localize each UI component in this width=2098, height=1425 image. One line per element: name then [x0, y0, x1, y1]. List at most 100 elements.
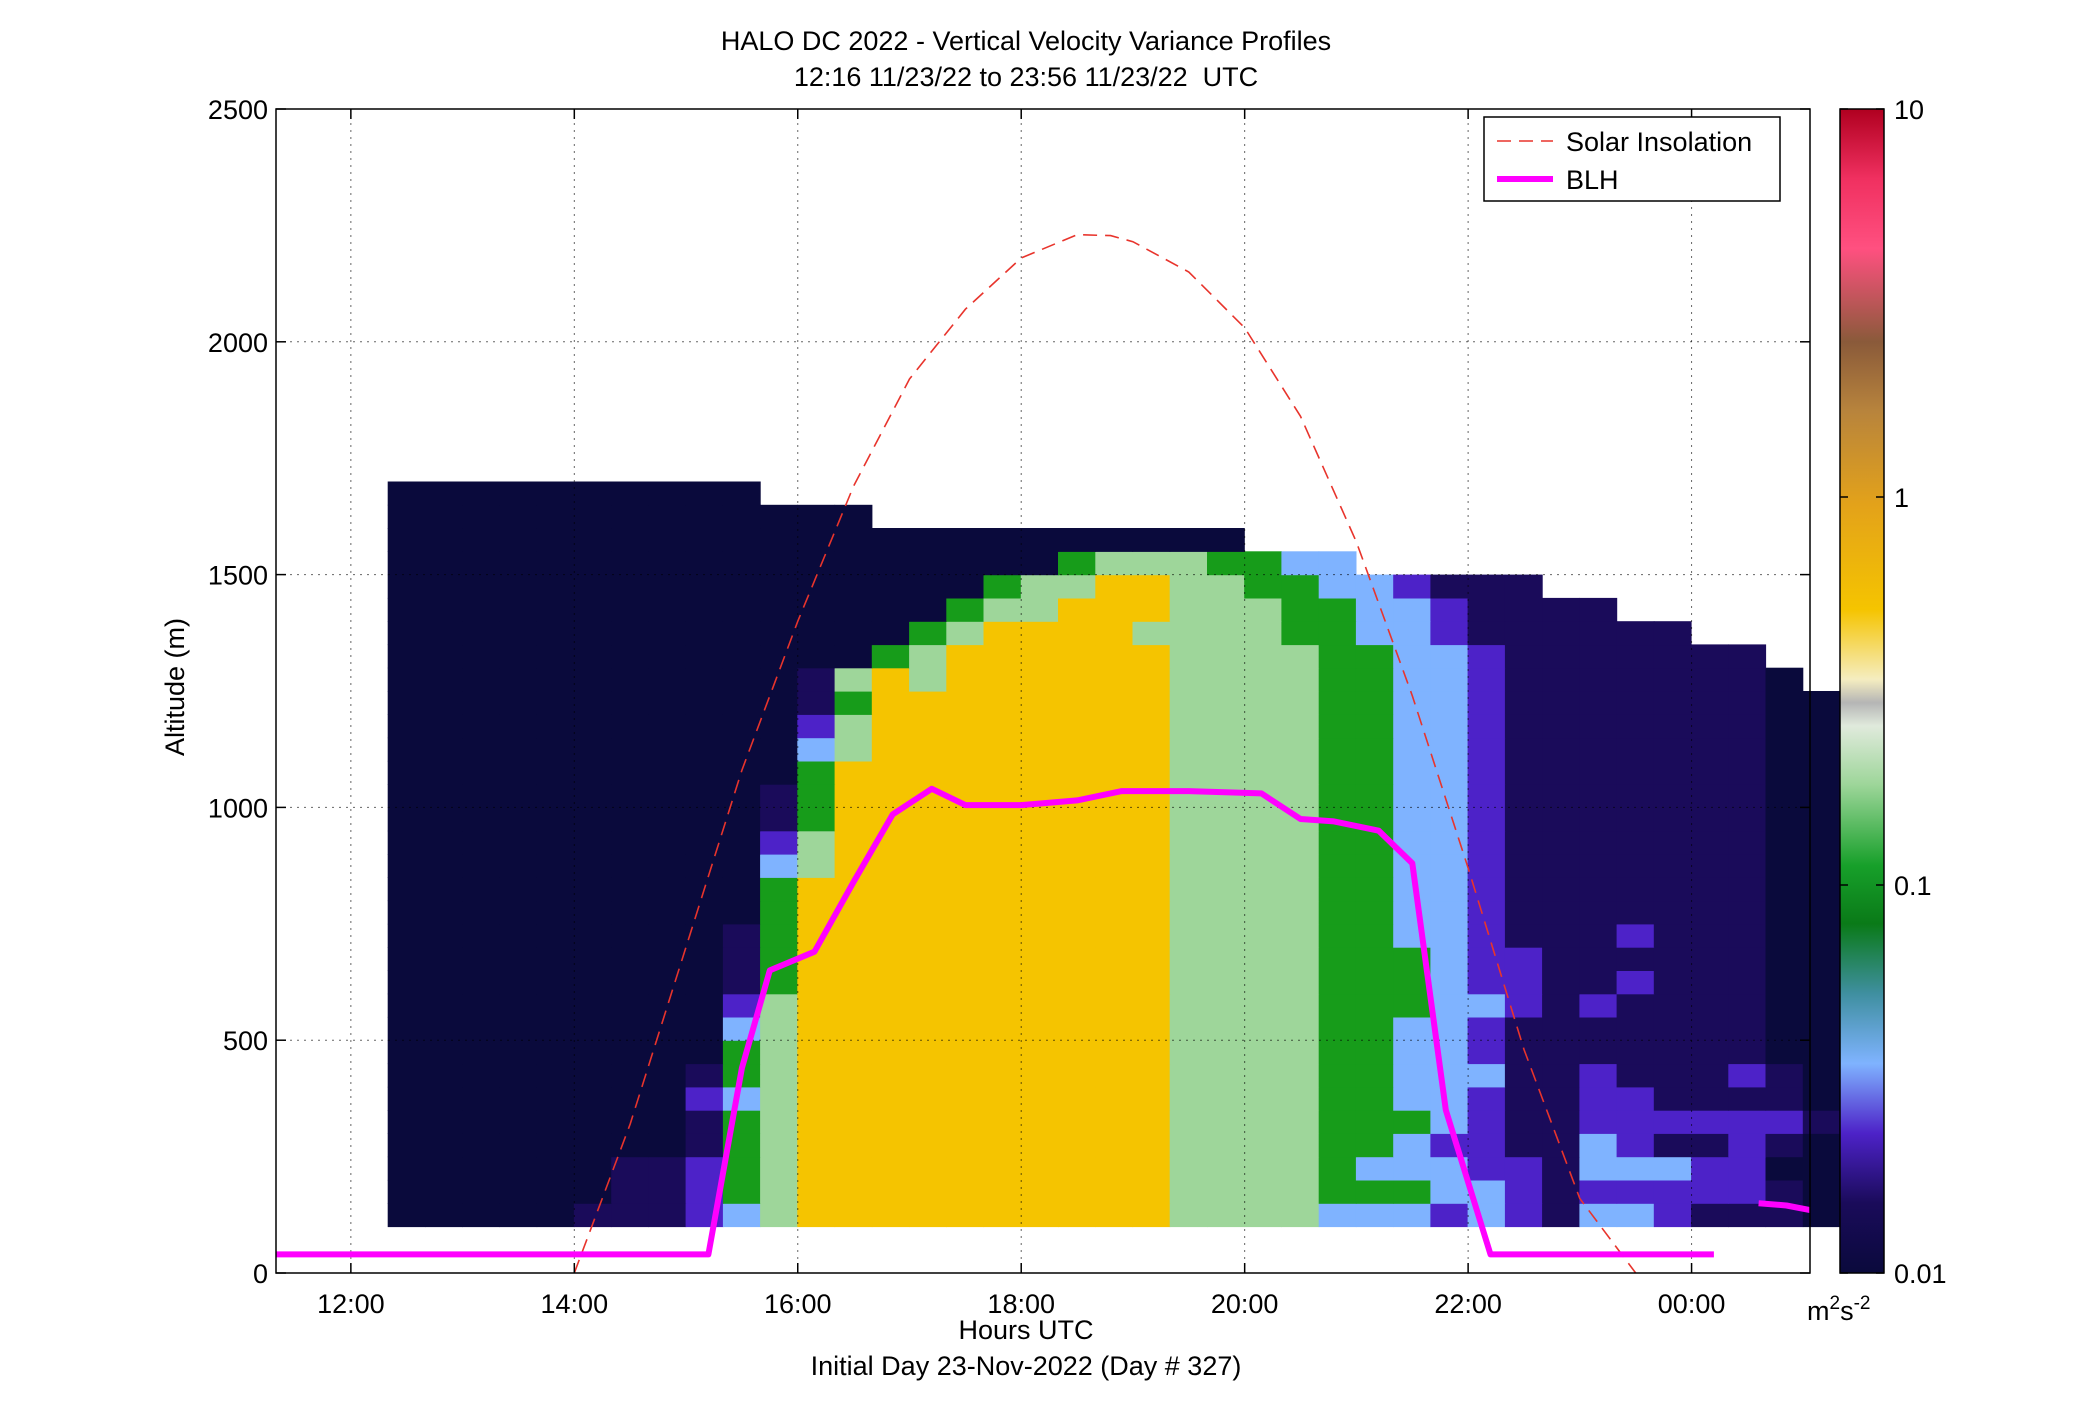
- heatmap-cell: [648, 528, 687, 552]
- heatmap-cell: [1020, 947, 1059, 971]
- heatmap-cell: [1244, 1086, 1282, 1111]
- heatmap-cell: [499, 621, 538, 646]
- heatmap-cell: [871, 1086, 910, 1111]
- chart-title: HALO DC 2022 - Vertical Velocity Varianc…: [721, 26, 1331, 56]
- heatmap-cell: [1207, 1016, 1245, 1041]
- heatmap-cell: [1132, 830, 1171, 855]
- heatmap-cell: [1579, 970, 1618, 995]
- heatmap-cell: [462, 830, 500, 855]
- legend-solar-label: Solar Insolation: [1566, 127, 1752, 157]
- heatmap-cell: [499, 877, 538, 902]
- heatmap-cell: [1207, 760, 1245, 785]
- heatmap-cell: [536, 691, 575, 715]
- heatmap-cell: [1765, 900, 1804, 925]
- heatmap-cell: [1691, 900, 1729, 925]
- heatmap-cell: [1095, 1040, 1134, 1065]
- heatmap-cell: [1095, 551, 1134, 576]
- heatmap-cell: [1579, 621, 1618, 646]
- heatmap-cell: [1504, 877, 1543, 902]
- heatmap-cell: [1318, 714, 1357, 739]
- heatmap-cell: [760, 691, 798, 715]
- heatmap-cell: [909, 714, 947, 739]
- heatmap-cell: [611, 621, 649, 646]
- heatmap-cell: [685, 621, 724, 646]
- heatmap-cell: [1393, 760, 1431, 785]
- heatmap-cell: [1244, 1016, 1282, 1041]
- heatmap-cell: [573, 900, 612, 925]
- heatmap-cell: [685, 970, 724, 995]
- heatmap-cell: [1132, 947, 1171, 971]
- heatmap-cell: [573, 854, 612, 878]
- heatmap-cell: [946, 947, 985, 971]
- heatmap-cell: [1020, 574, 1059, 599]
- heatmap-cell: [648, 737, 687, 762]
- heatmap-cell: [946, 830, 985, 855]
- heatmap-cell: [536, 1040, 575, 1065]
- heatmap-cell: [1691, 1110, 1729, 1134]
- heatmap-cell: [722, 923, 761, 948]
- heatmap-cell: [1244, 970, 1282, 995]
- heatmap-cell: [1058, 644, 1096, 669]
- heatmap-cell: [1058, 923, 1096, 948]
- heatmap-cell: [1281, 947, 1320, 971]
- series-line-blh: [276, 785, 1714, 1258]
- heatmap-cell: [1430, 760, 1469, 785]
- heatmap-cell: [462, 551, 500, 576]
- heatmap-cell: [834, 1156, 873, 1181]
- heatmap-cell: [499, 947, 538, 971]
- heatmap-cell: [1728, 1086, 1767, 1111]
- heatmap-cell: [797, 993, 836, 1018]
- heatmap-cell: [1765, 993, 1804, 1018]
- heatmap-cell: [1095, 1156, 1134, 1181]
- heatmap-cell: [1765, 1063, 1804, 1088]
- heatmap-cell: [797, 504, 836, 529]
- heatmap-cell: [462, 854, 500, 878]
- heatmap-cell: [1281, 993, 1320, 1018]
- heatmap-cell: [871, 877, 910, 902]
- heatmap-cell: [648, 1133, 687, 1158]
- heatmap-cell: [1244, 691, 1282, 715]
- heatmap-cell: [1542, 1179, 1580, 1204]
- heatmap-cell: [1393, 900, 1431, 925]
- heatmap-cell: [1653, 1110, 1692, 1134]
- heatmap-cell: [1542, 923, 1580, 948]
- heatmap-cell: [1318, 667, 1357, 692]
- heatmap-cell: [1281, 737, 1320, 762]
- heatmap-cell: [685, 947, 724, 971]
- heatmap-cell: [909, 854, 947, 878]
- heatmap-cell: [611, 528, 649, 552]
- heatmap-cell: [1169, 551, 1208, 576]
- heatmap-cell: [983, 714, 1022, 739]
- heatmap-cell: [648, 1179, 687, 1204]
- heatmap-cell: [1058, 1016, 1096, 1041]
- heatmap-cell: [1542, 947, 1580, 971]
- heatmap-cell: [611, 830, 649, 855]
- heatmap-cell: [573, 923, 612, 948]
- heatmap-cell: [685, 1110, 724, 1134]
- heatmap-cell: [871, 621, 910, 646]
- heatmap-cell: [760, 1133, 798, 1158]
- heatmap-cell: [983, 1040, 1022, 1065]
- heatmap-cell: [1765, 1179, 1804, 1204]
- heatmap-cell: [387, 504, 426, 529]
- heatmap-cell: [834, 1086, 873, 1111]
- heatmap-cell: [909, 830, 947, 855]
- heatmap-cell: [1355, 1156, 1394, 1181]
- heatmap-cell: [834, 947, 873, 971]
- heatmap-cell: [1691, 691, 1729, 715]
- heatmap-cell: [1728, 1110, 1767, 1134]
- heatmap-cell: [722, 830, 761, 855]
- heatmap-cell: [1579, 760, 1618, 785]
- heatmap-cell: [1355, 900, 1394, 925]
- heatmap-cell: [1132, 551, 1171, 576]
- heatmap-cell: [1765, 1133, 1804, 1158]
- heatmap-cell: [1653, 621, 1692, 646]
- heatmap-cell: [387, 644, 426, 669]
- heatmap-cell: [1058, 1156, 1096, 1181]
- heatmap-cell: [1020, 1203, 1059, 1228]
- heatmap-cell: [1318, 644, 1357, 669]
- heatmap-cell: [387, 760, 426, 785]
- legend-blh-label: BLH: [1566, 165, 1619, 195]
- heatmap-cell: [462, 807, 500, 832]
- heatmap-cell: [871, 900, 910, 925]
